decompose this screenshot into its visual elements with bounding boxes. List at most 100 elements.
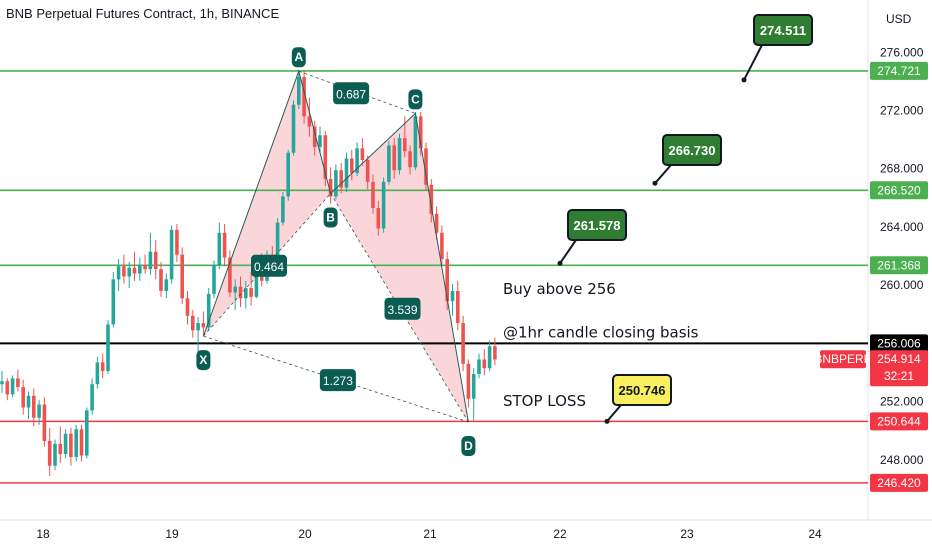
candle-body bbox=[445, 258, 449, 302]
ratio-badge: 0.464 bbox=[251, 254, 287, 277]
pattern-point-label: D bbox=[464, 439, 473, 453]
pattern-point-x: X bbox=[196, 350, 211, 371]
candle-body bbox=[148, 251, 153, 270]
candle-body bbox=[42, 404, 47, 441]
candle-body bbox=[122, 266, 126, 277]
y-tick-label: 260.000 bbox=[880, 278, 924, 292]
candle-body bbox=[424, 148, 428, 185]
chart-annotation: Buy above 256 bbox=[503, 280, 616, 298]
candle-body bbox=[164, 279, 169, 292]
ratio-badge-bg bbox=[384, 297, 421, 320]
pattern-point-badge bbox=[323, 207, 338, 228]
candle-body bbox=[254, 267, 259, 297]
callout-box bbox=[753, 14, 813, 46]
pattern-point-badge bbox=[408, 89, 423, 110]
ratio-badge: 3.539 bbox=[384, 297, 421, 320]
price-axis-tag: 246.420 bbox=[870, 473, 928, 492]
candle-body bbox=[440, 232, 444, 259]
candle-body bbox=[79, 429, 84, 456]
candle-body bbox=[312, 126, 317, 147]
candle-body bbox=[334, 170, 338, 197]
candle-body bbox=[191, 315, 195, 331]
candle-body bbox=[228, 257, 232, 293]
candle-body bbox=[106, 324, 110, 372]
callout-dot bbox=[557, 260, 563, 266]
candle-body bbox=[275, 222, 280, 262]
candle-body bbox=[403, 138, 407, 152]
candle-body bbox=[471, 373, 476, 399]
candle-body bbox=[10, 378, 15, 395]
x-tick-label: 20 bbox=[298, 527, 312, 541]
pattern-point-label: C bbox=[411, 92, 420, 106]
candle-body bbox=[418, 116, 423, 149]
candle-body bbox=[127, 267, 131, 277]
pattern-point-c: C bbox=[408, 89, 423, 110]
candle-body bbox=[212, 264, 216, 294]
callout-dot bbox=[741, 77, 747, 83]
price-axis-tag: 256.006 bbox=[870, 334, 928, 353]
candle-body bbox=[206, 293, 211, 328]
candle-body bbox=[233, 286, 237, 293]
candle-body bbox=[355, 148, 359, 174]
currency-label: USD bbox=[886, 12, 912, 26]
candle-body bbox=[413, 116, 418, 168]
candle-body bbox=[376, 208, 381, 229]
candle-body bbox=[461, 323, 465, 364]
candle-body bbox=[159, 269, 163, 292]
x-tick-label: 21 bbox=[423, 527, 437, 541]
x-tick-label: 18 bbox=[36, 527, 50, 541]
price-axis-tag-bg bbox=[870, 61, 928, 80]
candle-body bbox=[339, 170, 343, 188]
candle-body bbox=[16, 378, 20, 388]
candle-body bbox=[238, 286, 243, 299]
candle-body bbox=[196, 323, 200, 331]
price-callout: 274.511 bbox=[741, 14, 813, 83]
ratio-badge-label: 3.539 bbox=[387, 303, 417, 317]
candle-body bbox=[53, 443, 57, 466]
chart-annotation: @1hr candle closing basis bbox=[503, 324, 699, 342]
candle-body bbox=[408, 151, 412, 168]
callout-dot bbox=[604, 418, 610, 424]
candle-body bbox=[58, 443, 63, 455]
price-axis-tag-bg bbox=[870, 412, 928, 431]
candle-body bbox=[365, 160, 370, 182]
pattern-point-b: B bbox=[323, 207, 338, 228]
callout-box bbox=[612, 374, 672, 406]
candle-body bbox=[0, 381, 4, 385]
candle-body bbox=[381, 181, 386, 229]
chart-title: BNB Perpetual Futures Contract, 1h, BINA… bbox=[6, 6, 280, 21]
callout-dot bbox=[652, 180, 658, 186]
pattern-point-badge bbox=[196, 350, 211, 371]
price-axis-tag: 274.721 bbox=[870, 61, 928, 80]
candle-body bbox=[90, 384, 94, 411]
ratio-badge-label: 0.464 bbox=[254, 260, 284, 274]
price-callout: 266.730 bbox=[652, 134, 722, 186]
price-axis-tag-bg bbox=[870, 334, 928, 353]
candle-body bbox=[201, 323, 206, 328]
chart-annotation: STOP LOSS bbox=[503, 392, 586, 410]
y-tick-label: 264.000 bbox=[880, 220, 924, 234]
candle-body bbox=[217, 232, 222, 265]
callout-box bbox=[662, 134, 722, 166]
ratio-badge-bg bbox=[319, 369, 356, 392]
candle-body bbox=[244, 288, 248, 299]
price-axis-tag-label: 250.644 bbox=[877, 414, 921, 428]
price-callout: 261.578 bbox=[557, 209, 627, 266]
candle-body bbox=[392, 145, 396, 171]
symbol-tag-bg bbox=[820, 350, 866, 369]
candle-body bbox=[249, 288, 253, 297]
candle-body bbox=[138, 264, 142, 274]
candle-body bbox=[32, 395, 36, 418]
candle-body bbox=[74, 429, 78, 457]
pattern-point-label: B bbox=[326, 210, 335, 224]
price-axis-tag: 250.644 bbox=[870, 412, 928, 431]
price-axis-tag-label: 266.520 bbox=[877, 183, 921, 197]
candle-body bbox=[291, 104, 296, 153]
callout-pointer bbox=[743, 44, 763, 81]
candle-body bbox=[69, 433, 73, 457]
candle-body bbox=[37, 404, 41, 418]
pattern-point-badge bbox=[461, 436, 476, 457]
candle-body bbox=[434, 213, 439, 233]
last-price-label: 254.914 bbox=[877, 352, 921, 366]
